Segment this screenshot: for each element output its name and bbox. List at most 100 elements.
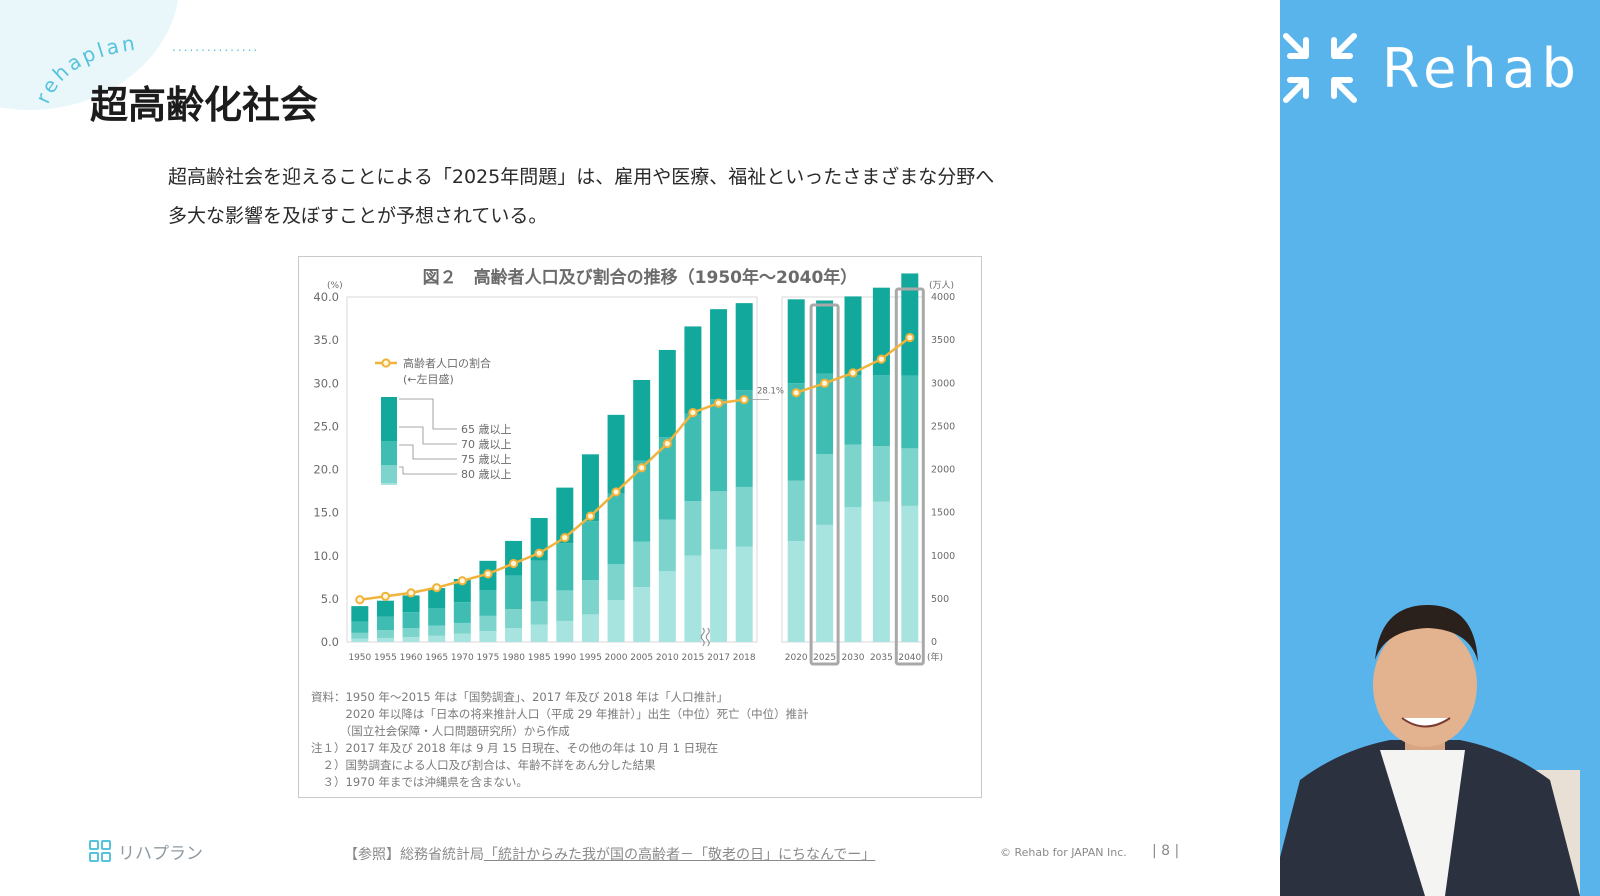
left-tick-label: 30.0: [313, 376, 339, 390]
bar-70-74: [872, 375, 890, 447]
bar-65-69: [901, 273, 919, 376]
right-tick-label: 1500: [931, 508, 955, 519]
bar-75-79: [787, 480, 805, 542]
bar-75-79: [556, 590, 574, 621]
legend-ratio-sub: (←左目盛): [403, 372, 454, 386]
footer-logo: リハプラン: [88, 838, 203, 864]
bar-65-69: [556, 487, 574, 544]
bar-70-74: [658, 437, 676, 520]
bar-75-79: [428, 625, 446, 636]
ratio-point: [483, 569, 493, 579]
bar-70-74: [505, 575, 523, 610]
ratio-point: [560, 533, 570, 543]
x-tick-label: 2005: [630, 653, 653, 663]
ratio-point: [380, 591, 391, 601]
bar-70-74: [530, 560, 548, 602]
bar-75-79: [581, 580, 599, 615]
x-tick-label: 2017: [707, 653, 730, 663]
bar-80-plus: [901, 505, 919, 642]
bar-80-plus: [453, 633, 471, 642]
bar-80-plus: [684, 555, 702, 642]
bar-80-plus: [376, 637, 394, 642]
bar-75-79: [351, 632, 369, 639]
bar-80-plus: [710, 549, 728, 642]
left-tick-label: 5.0: [321, 592, 339, 606]
left-tick-label: 40.0: [313, 290, 339, 304]
bar-80-plus: [505, 628, 523, 642]
ratio-point: [534, 548, 544, 558]
rehab-logo: Rehab: [1280, 28, 1582, 108]
x-tick-label: 2010: [656, 653, 679, 663]
x-unit-label: (年): [927, 651, 943, 663]
bar-65-69: [872, 287, 890, 376]
bar-70-74: [453, 602, 471, 623]
bar-80-plus: [556, 620, 574, 642]
bar-75-79: [872, 446, 890, 502]
bar-80-plus: [530, 624, 548, 642]
x-tick-label: 1970: [451, 653, 474, 663]
slide: rehaplan ............... 超高齢化社会 超高齢社会を迎え…: [0, 0, 1180, 864]
bar-75-79: [816, 453, 834, 525]
ratio-annotation: 28.1%: [757, 387, 784, 397]
reference-prefix: 【参照】総務省統計局: [344, 847, 484, 863]
right-tick-label: 3000: [931, 378, 955, 389]
bar-80-plus: [816, 524, 834, 642]
bar-65-69: [658, 349, 676, 438]
ratio-point: [848, 368, 858, 378]
right-tick-label: 1000: [931, 551, 955, 562]
plot-frame-1: [346, 296, 758, 643]
bar-65-69: [607, 414, 625, 494]
brand-script-mark: rehaplan: [38, 31, 136, 107]
bar-65-69: [816, 300, 834, 374]
ratio-point: [739, 395, 749, 405]
bar-75-79: [505, 609, 523, 629]
footer-logo-text: リハプラン: [118, 843, 203, 864]
lead-text: 超高齢社会を迎えることによる「2025年問題」は、雇用や医療、福祉といったさまざ…: [168, 158, 1108, 236]
bar-65-69: [581, 454, 599, 522]
bar-70-74: [428, 608, 446, 626]
bar-80-plus: [787, 541, 805, 642]
highlight-frame-2025: [809, 303, 840, 666]
bar-75-79: [402, 628, 420, 638]
bar-80-plus: [402, 637, 420, 642]
axis-break-mark: [705, 627, 710, 647]
x-tick-label: 1975: [476, 653, 499, 663]
reference-link[interactable]: 「統計からみた我が国の高齢者－「敬老の日」にちなんでー」: [484, 847, 876, 863]
legend-ratio-label: 高齢者人口の割合: [403, 356, 491, 370]
x-tick-label: 1955: [374, 653, 397, 663]
bar-75-79: [376, 630, 394, 638]
bar-75-79: [735, 486, 753, 547]
bar-65-69: [351, 606, 369, 622]
ratio-point: [876, 354, 887, 364]
ratio-point: [688, 407, 698, 418]
right-tick-label: 0: [931, 637, 937, 648]
chart-card: 図２ 高齢者人口及び割合の推移（1950年〜2040年） 0.0 5.0 10.0 1…: [298, 256, 982, 798]
bar-80-plus: [607, 599, 625, 642]
left-tick-label: 15.0: [313, 506, 339, 520]
ratio-point: [791, 388, 801, 398]
bar-70-74: [607, 493, 625, 565]
right-tick-label: 2000: [931, 465, 955, 476]
left-tick-label: 25.0: [313, 419, 339, 433]
ratio-point: [662, 439, 672, 449]
x-tick-label: 1960: [400, 653, 423, 663]
left-tick-label: 0.0: [321, 635, 339, 649]
x-tick-label: 1990: [553, 653, 576, 663]
chart-title: 図２ 高齢者人口及び割合の推移（1950年〜2040年）: [422, 268, 858, 288]
bar-70-74: [633, 460, 651, 542]
legend-age-label: 80 歳以上: [461, 468, 512, 481]
page-title: 超高齢化社会: [90, 83, 319, 127]
bar-75-79: [633, 541, 651, 588]
bar-65-69: [633, 379, 651, 461]
bar-70-74: [735, 390, 753, 487]
rehaplan-logo-icon: [89, 840, 111, 862]
x-tick-label: 2000: [605, 653, 628, 663]
bar-65-69: [710, 309, 728, 400]
video-panel: Rehab: [1280, 0, 1600, 896]
bar-75-79: [479, 615, 497, 632]
bar-65-69: [453, 578, 471, 603]
bar-65-69: [787, 299, 805, 384]
title-dots: ...............: [172, 40, 260, 54]
bar-80-plus: [428, 635, 446, 642]
bar-75-79: [453, 622, 471, 634]
